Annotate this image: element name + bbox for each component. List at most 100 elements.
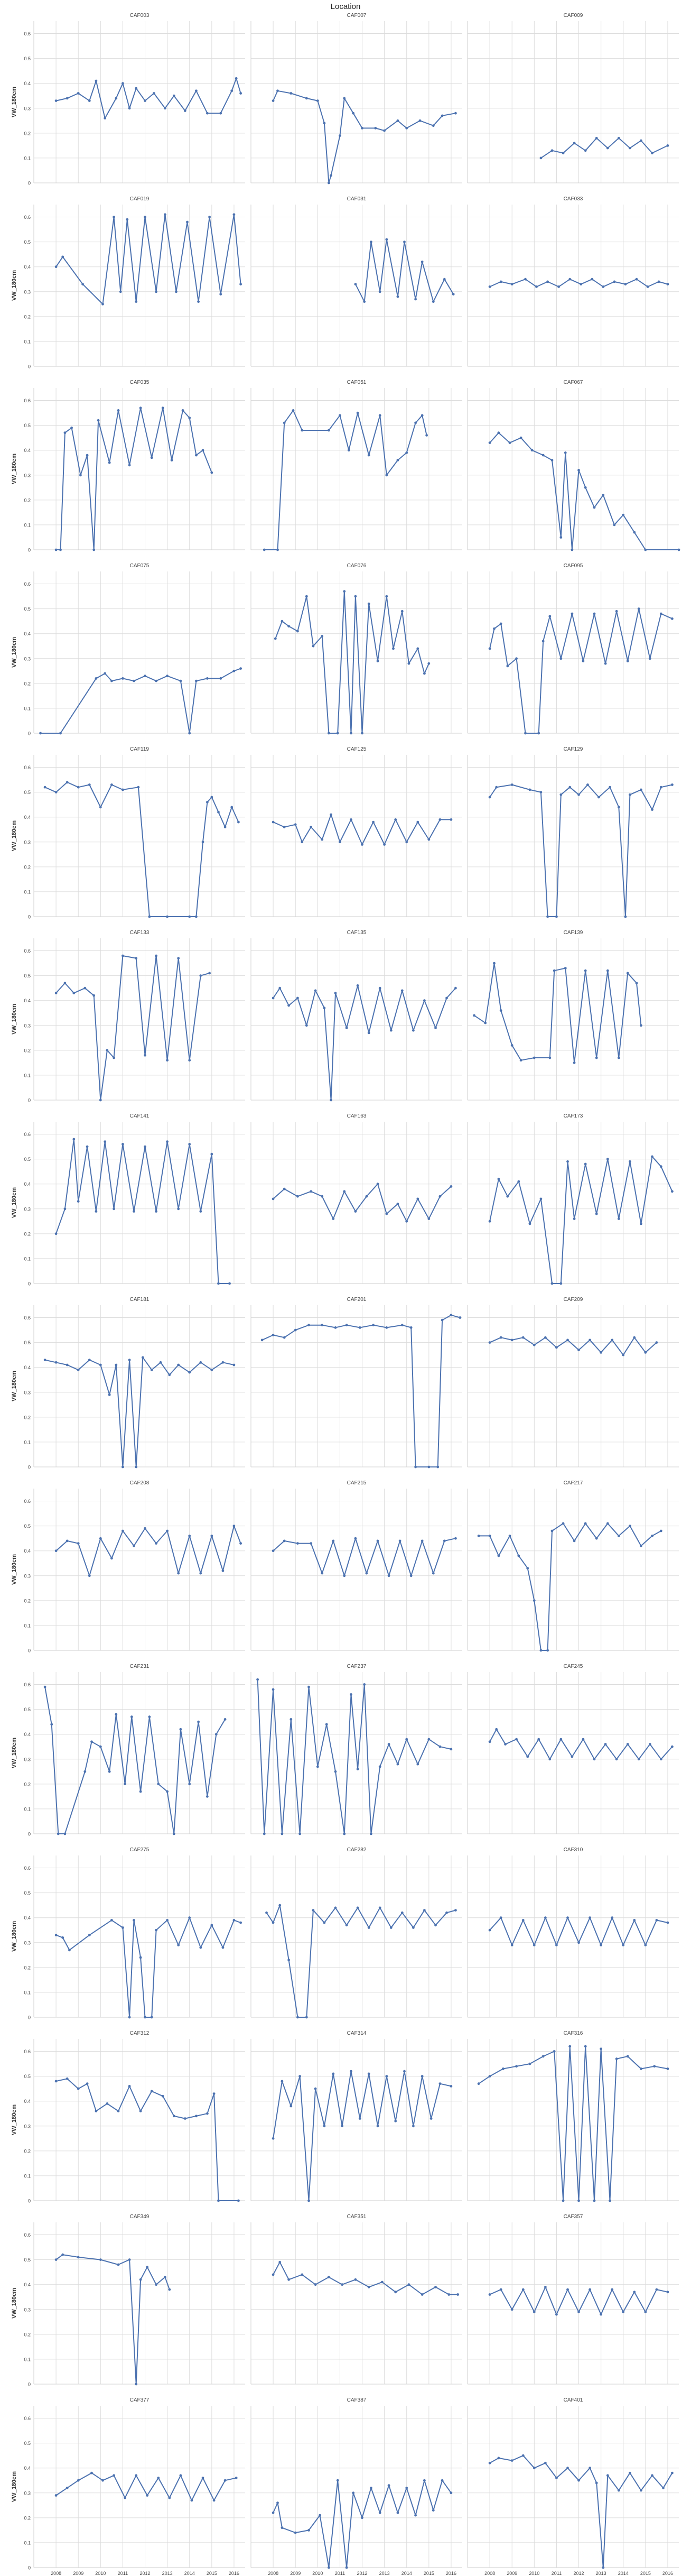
data-point — [640, 2489, 642, 2492]
data-point — [396, 1762, 399, 1766]
facet-panel: CAF245 — [467, 1664, 679, 1834]
data-point — [593, 2199, 596, 2202]
y-tick-label: 0.6 — [24, 215, 31, 220]
data-point — [110, 679, 113, 682]
data-point — [635, 982, 638, 985]
data-point — [378, 290, 381, 293]
data-point — [86, 1145, 89, 1148]
y-axis-label: VW_180cm — [11, 454, 17, 484]
data-point — [155, 290, 157, 293]
data-point — [290, 92, 293, 95]
data-point — [541, 454, 545, 457]
data-point — [488, 2461, 491, 2464]
data-point — [232, 213, 236, 216]
y-tick-label: 0.1 — [24, 1990, 31, 1995]
data-point — [99, 806, 102, 809]
data-point — [508, 1535, 511, 1537]
data-point — [544, 2286, 547, 2288]
panel-title: CAF075 — [130, 563, 150, 569]
data-point — [609, 786, 611, 789]
y-tick-label: 0 — [28, 915, 31, 920]
y-tick-label: 0.3 — [24, 473, 31, 478]
data-point — [405, 127, 408, 130]
data-point — [61, 255, 64, 258]
data-point — [423, 672, 426, 675]
data-point — [115, 97, 118, 100]
series-line — [540, 137, 668, 159]
data-point — [305, 595, 308, 598]
panel-title: CAF215 — [347, 1480, 367, 1486]
data-point — [633, 1919, 636, 1922]
data-point — [347, 449, 350, 452]
data-point — [624, 283, 627, 285]
y-tick-label: 0.2 — [24, 1415, 31, 1420]
data-point — [175, 290, 178, 293]
data-point — [409, 1326, 413, 1329]
x-tick-label: 2010 — [529, 2571, 539, 2576]
data-point — [345, 1924, 348, 1927]
data-point — [548, 615, 552, 618]
data-point — [432, 2509, 435, 2512]
y-tick-label: 0.5 — [24, 2257, 31, 2263]
data-point — [600, 1351, 602, 1354]
facet-panel: CAF357 — [467, 2214, 679, 2385]
data-point — [66, 2487, 69, 2489]
y-tick-label: 0.1 — [24, 1073, 31, 1078]
data-point — [272, 2512, 275, 2514]
data-point — [219, 677, 222, 680]
facet-panel: CAF231 0 0.1 0.2 0.3 0.4 0.5 0.6 VW_180cm — [11, 1664, 245, 1837]
data-point — [208, 972, 211, 975]
data-point — [177, 1207, 180, 1211]
data-point — [210, 1369, 213, 1371]
data-point — [310, 1190, 313, 1193]
y-tick-label: 0.4 — [24, 1548, 31, 1554]
data-point — [600, 2313, 602, 2316]
series-line — [273, 985, 456, 1101]
panel-title: CAF377 — [130, 2397, 150, 2403]
data-point — [354, 595, 357, 598]
data-point — [548, 1056, 552, 1059]
data-point — [629, 1160, 631, 1163]
data-point — [568, 278, 572, 281]
y-tick-label: 0.5 — [24, 606, 31, 612]
data-point — [385, 2075, 388, 2078]
facet-panel: CAF007 — [250, 13, 462, 184]
data-point — [378, 2512, 381, 2514]
data-point — [104, 1140, 107, 1143]
data-point — [473, 1014, 475, 1017]
data-point — [124, 2496, 127, 2499]
data-point — [671, 1190, 674, 1193]
data-point — [407, 662, 410, 665]
data-point — [519, 436, 522, 439]
data-point — [629, 146, 631, 150]
data-point — [459, 1316, 462, 1319]
data-point — [133, 679, 135, 682]
data-point — [651, 808, 653, 811]
data-point — [155, 1542, 157, 1545]
data-point — [128, 107, 131, 110]
data-point — [546, 280, 549, 283]
data-point — [345, 2566, 348, 2569]
facet-panel: CAF141 0 0.1 0.2 0.3 0.4 0.5 0.6 VW_180cm — [11, 1113, 245, 1287]
data-point — [319, 2514, 321, 2517]
data-point — [367, 454, 370, 457]
data-point — [358, 1326, 361, 1329]
series-line — [55, 2472, 237, 2501]
data-point — [294, 1328, 297, 1332]
data-point — [566, 2288, 569, 2291]
panel-title: CAF035 — [130, 380, 150, 385]
x-tick-label: 2013 — [162, 2571, 173, 2576]
data-point — [445, 996, 448, 1000]
data-point — [497, 1177, 500, 1180]
data-point — [66, 1539, 69, 1543]
data-point — [278, 1904, 282, 1907]
data-point — [544, 2461, 547, 2464]
y-tick-label: 0.6 — [24, 31, 31, 36]
data-point — [418, 119, 422, 122]
data-point — [499, 1916, 502, 1919]
data-point — [296, 2016, 299, 2019]
data-point — [166, 1919, 169, 1922]
data-point — [199, 1361, 202, 1364]
data-point — [54, 1232, 58, 1235]
data-point — [617, 1056, 620, 1059]
